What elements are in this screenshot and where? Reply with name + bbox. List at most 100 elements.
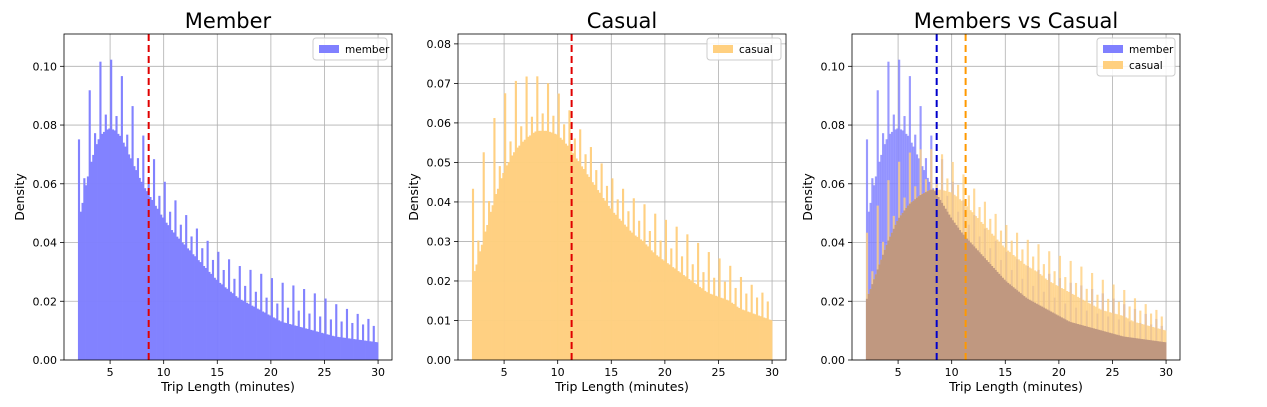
- histogram-bar: [655, 255, 659, 360]
- histogram-bar: [1010, 285, 1013, 360]
- histogram-bar: [1014, 288, 1017, 360]
- histogram-bar: [295, 325, 299, 360]
- histogram-bar: [725, 299, 728, 360]
- histogram-bar: [982, 256, 985, 360]
- histogram-bar: [994, 269, 997, 360]
- histogram-bar: [654, 213, 657, 360]
- histogram-bar: [930, 189, 933, 360]
- histogram-bar: [140, 181, 143, 360]
- x-tick-label: 5: [895, 366, 902, 379]
- histogram-bar: [185, 215, 188, 360]
- histogram-bar: [871, 284, 874, 360]
- histogram-bar: [596, 190, 600, 360]
- histogram-bar: [482, 152, 485, 360]
- histogram-bar: [548, 131, 551, 360]
- histogram-bar: [564, 143, 567, 360]
- histogram-bar: [117, 133, 120, 360]
- histogram-bar: [136, 158, 140, 360]
- histogram-bar: [374, 342, 377, 360]
- y-tick-label: 0.10: [821, 60, 846, 73]
- histogram-bar: [181, 242, 184, 360]
- histogram-bar: [586, 174, 589, 360]
- histogram-bar: [650, 250, 653, 360]
- histogram-bar: [764, 318, 768, 360]
- histogram-bar: [1128, 306, 1131, 360]
- histogram-bar: [329, 319, 332, 360]
- histogram-bar: [1132, 337, 1135, 360]
- x-tick-label: 25: [1105, 366, 1119, 379]
- histogram-bar: [344, 337, 347, 360]
- histogram-bar: [729, 265, 732, 360]
- histogram-bar: [527, 136, 530, 360]
- histogram-bar: [584, 154, 587, 360]
- histogram-bar: [244, 285, 247, 360]
- histogram-bar: [311, 330, 315, 360]
- histogram-bar: [138, 177, 141, 360]
- histogram-bar: [770, 320, 773, 360]
- histogram-bar: [957, 227, 960, 360]
- histogram-bar: [990, 266, 994, 360]
- histogram-bar: [475, 264, 478, 360]
- histogram-bar: [523, 139, 526, 360]
- histogram-bar: [126, 134, 129, 360]
- histogram-bar: [903, 210, 906, 360]
- histogram-bar: [1092, 328, 1095, 360]
- histogram-bar: [932, 189, 935, 360]
- histogram-bar: [285, 323, 288, 360]
- axes-frame: [457, 33, 787, 361]
- histogram-bar: [328, 334, 331, 360]
- histogram-bar: [589, 147, 592, 360]
- histogram-bar: [1062, 318, 1065, 360]
- histogram-bar: [204, 267, 207, 360]
- histogram-bar: [345, 308, 349, 360]
- histogram-bar: [356, 313, 359, 360]
- histogram-bar: [543, 130, 546, 360]
- x-tick-label: 30: [765, 366, 779, 379]
- histogram-bar: [1117, 335, 1120, 360]
- histogram-bar: [106, 129, 109, 360]
- histogram-bar: [738, 307, 741, 360]
- histogram-bar: [659, 240, 662, 360]
- x-tick-label: 5: [107, 366, 114, 379]
- histogram-bar: [358, 339, 361, 360]
- histogram-bar: [1155, 341, 1158, 360]
- histogram-bar: [1164, 342, 1167, 360]
- histogram-bar: [199, 262, 202, 360]
- histogram-bar: [274, 318, 277, 360]
- histogram-bar: [905, 208, 908, 360]
- histogram-bar: [1096, 294, 1099, 360]
- histogram-bar: [1112, 333, 1115, 360]
- y-tick-label: 0.01: [427, 314, 452, 327]
- histogram-bar: [333, 336, 336, 360]
- histogram-bar: [1035, 303, 1038, 360]
- histogram-bar: [213, 277, 216, 360]
- histogram-bar: [999, 275, 1003, 360]
- histogram-bar: [892, 228, 895, 360]
- histogram-bar: [186, 248, 190, 360]
- histogram-bar: [736, 306, 739, 360]
- histogram-bar: [1124, 336, 1128, 360]
- histogram-bar: [663, 260, 666, 360]
- histogram-bar: [1083, 325, 1087, 360]
- histogram-bar: [618, 218, 621, 360]
- series-casual: [471, 76, 773, 361]
- x-tick-label: 20: [658, 366, 672, 379]
- histogram-bar: [763, 317, 766, 360]
- histogram-bar: [489, 211, 492, 360]
- histogram-bar: [750, 284, 753, 360]
- histogram-bar: [1123, 289, 1126, 360]
- histogram-bar: [673, 268, 676, 360]
- histogram-bar: [887, 240, 890, 360]
- histogram-bar: [923, 193, 926, 360]
- histogram-bar: [622, 188, 625, 360]
- histogram-bar: [602, 197, 605, 360]
- histogram-bar: [516, 147, 519, 360]
- histogram-bar: [135, 170, 138, 360]
- histogram-bar: [290, 324, 293, 360]
- histogram-bar: [613, 212, 616, 360]
- histogram-bar: [256, 308, 259, 360]
- histogram-bar: [269, 315, 272, 360]
- histogram-bar: [525, 76, 528, 360]
- histogram-bar: [322, 333, 325, 360]
- histogram-bar: [1074, 282, 1078, 360]
